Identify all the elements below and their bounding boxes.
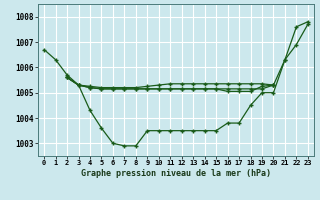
- X-axis label: Graphe pression niveau de la mer (hPa): Graphe pression niveau de la mer (hPa): [81, 169, 271, 178]
